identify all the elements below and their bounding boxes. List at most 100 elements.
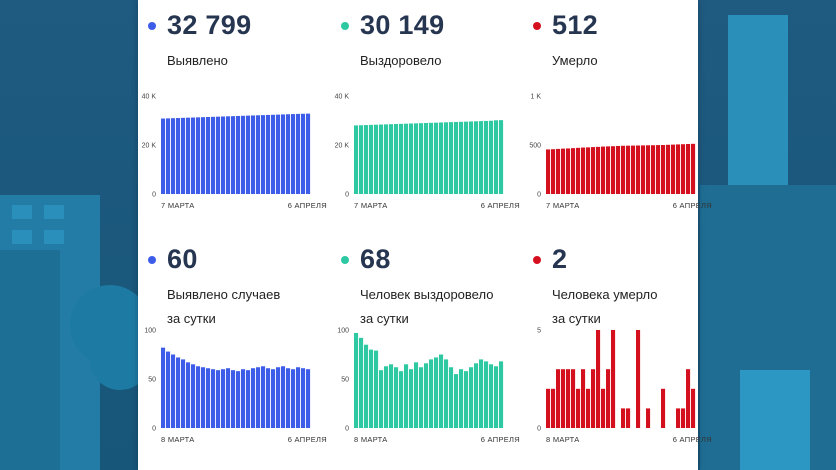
- chart-bar: [191, 117, 196, 194]
- y-tick-label: 50: [341, 377, 349, 384]
- chart-bar: [671, 144, 676, 194]
- chart-bar: [646, 408, 651, 428]
- chart-bar: [551, 149, 556, 194]
- chart-bar: [676, 408, 681, 428]
- chart-bar: [384, 366, 389, 428]
- chart-bar: [399, 371, 404, 428]
- x-axis-end-label: 6 АПРЕЛЯ: [288, 201, 327, 210]
- chart-bar: [196, 366, 201, 428]
- chart-bar: [601, 388, 606, 428]
- chart-bar: [171, 354, 176, 428]
- x-axis-end-label: 6 АПРЕЛЯ: [673, 435, 712, 444]
- chart-bar: [566, 369, 571, 428]
- chart-bar: [276, 114, 281, 194]
- stat-card: 2 Человека умерло за сутки 0 5 8 МАРТА 6 АПРЕЛ…: [530, 244, 712, 470]
- chart-bar: [686, 369, 691, 428]
- chart-bar: [489, 120, 494, 194]
- y-tick-label: 40 K: [335, 94, 350, 101]
- chart-bar: [606, 369, 611, 428]
- chart-bar: [621, 145, 626, 194]
- x-axis-end-label: 6 АПРЕЛЯ: [673, 201, 712, 210]
- chart-bar: [206, 368, 211, 428]
- chart-bar: [556, 148, 561, 194]
- chart-bar: [571, 148, 576, 194]
- chart-bar: [409, 123, 414, 194]
- y-tick-label: 0: [345, 426, 349, 433]
- chart-bar: [419, 123, 424, 194]
- chart-bar: [394, 367, 399, 428]
- y-tick-label: 100: [144, 328, 156, 335]
- chart-bar: [581, 147, 586, 194]
- chart-bar: [161, 118, 166, 194]
- bar-chart: 0 20 K 40 K 7 МАРТА 6 АПРЕЛЯ: [141, 94, 327, 220]
- chart-bar: [424, 363, 429, 428]
- chart-bar: [449, 122, 454, 194]
- chart-bar: [561, 369, 566, 428]
- chart-bar: [236, 371, 241, 428]
- chart-bar: [306, 369, 311, 428]
- chart-bar: [646, 145, 651, 194]
- chart-bar: [281, 114, 286, 194]
- chart-bar: [681, 144, 686, 194]
- chart-bar: [489, 364, 494, 428]
- chart-bar: [469, 121, 474, 194]
- chart-bar: [414, 123, 419, 194]
- chart-bar: [354, 332, 359, 428]
- chart-bar: [626, 145, 631, 194]
- chart-bar: [434, 122, 439, 194]
- bar-chart: 0 20 K 40 K 7 МАРТА 6 АПРЕЛЯ: [334, 94, 520, 220]
- chart-bar: [181, 359, 186, 428]
- bar-chart: 0 50 100 8 МАРТА 6 АПРЕЛЯ: [141, 328, 326, 454]
- chart-bar: [271, 114, 276, 194]
- chart-bar: [291, 114, 296, 194]
- stat-label: Умерло: [552, 53, 598, 68]
- chart-bar: [449, 367, 454, 428]
- chart-bar: [581, 369, 586, 428]
- chart-bar: [166, 351, 171, 428]
- chart-bar: [201, 367, 206, 428]
- chart-bar: [686, 144, 691, 194]
- chart-bar: [379, 370, 384, 428]
- chart-bar: [266, 368, 271, 428]
- chart-bar: [241, 115, 246, 194]
- chart-bar: [364, 125, 369, 194]
- chart-bar: [276, 367, 281, 428]
- chart-bar: [434, 357, 439, 428]
- chart-bar: [389, 364, 394, 428]
- y-tick-label: 20 K: [142, 143, 157, 150]
- chart-bar: [221, 116, 226, 194]
- chart-bar: [494, 366, 499, 428]
- chart-bar: [201, 117, 206, 194]
- chart-bar: [161, 347, 166, 428]
- chart-bar: [286, 368, 291, 428]
- chart-bar: [551, 388, 556, 428]
- chart-bar: [414, 362, 419, 428]
- stat-card: 512 Умерло 0 500 1 K 7 МАРТА 6 АПРЕЛЯ: [529, 10, 711, 236]
- chart-bar: [281, 366, 286, 428]
- y-tick-label: 1 K: [530, 94, 541, 101]
- series-dot-icon: [341, 256, 349, 264]
- y-tick-label: 40 K: [142, 94, 157, 101]
- stat-label: Человека умерло: [552, 287, 658, 302]
- chart-bar: [251, 115, 256, 194]
- chart-bar: [661, 388, 666, 428]
- y-tick-label: 5: [537, 328, 541, 335]
- chart-bar: [216, 116, 221, 194]
- chart-bar: [576, 388, 581, 428]
- chart-bar: [429, 359, 434, 428]
- y-tick-label: 100: [337, 328, 349, 335]
- chart-bar: [271, 369, 276, 428]
- chart-bar: [216, 370, 221, 428]
- chart-bar: [374, 124, 379, 194]
- chart-bar: [176, 118, 181, 194]
- chart-bar: [246, 370, 251, 428]
- chart-bar: [176, 357, 181, 428]
- chart-bar: [379, 124, 384, 194]
- chart-bar: [611, 330, 616, 428]
- stat-card: 32 799 Выявлено 0 20 K 40 K 7 МАРТА 6 АПРЕЛЯ: [142, 10, 327, 236]
- chart-bar: [296, 113, 301, 194]
- chart-bar: [221, 369, 226, 428]
- stat-card: 68 Человек выздоровело за сутки 0 50 100 8 МАР…: [337, 244, 519, 470]
- chart-bar: [484, 361, 489, 428]
- series-dot-icon: [341, 22, 349, 30]
